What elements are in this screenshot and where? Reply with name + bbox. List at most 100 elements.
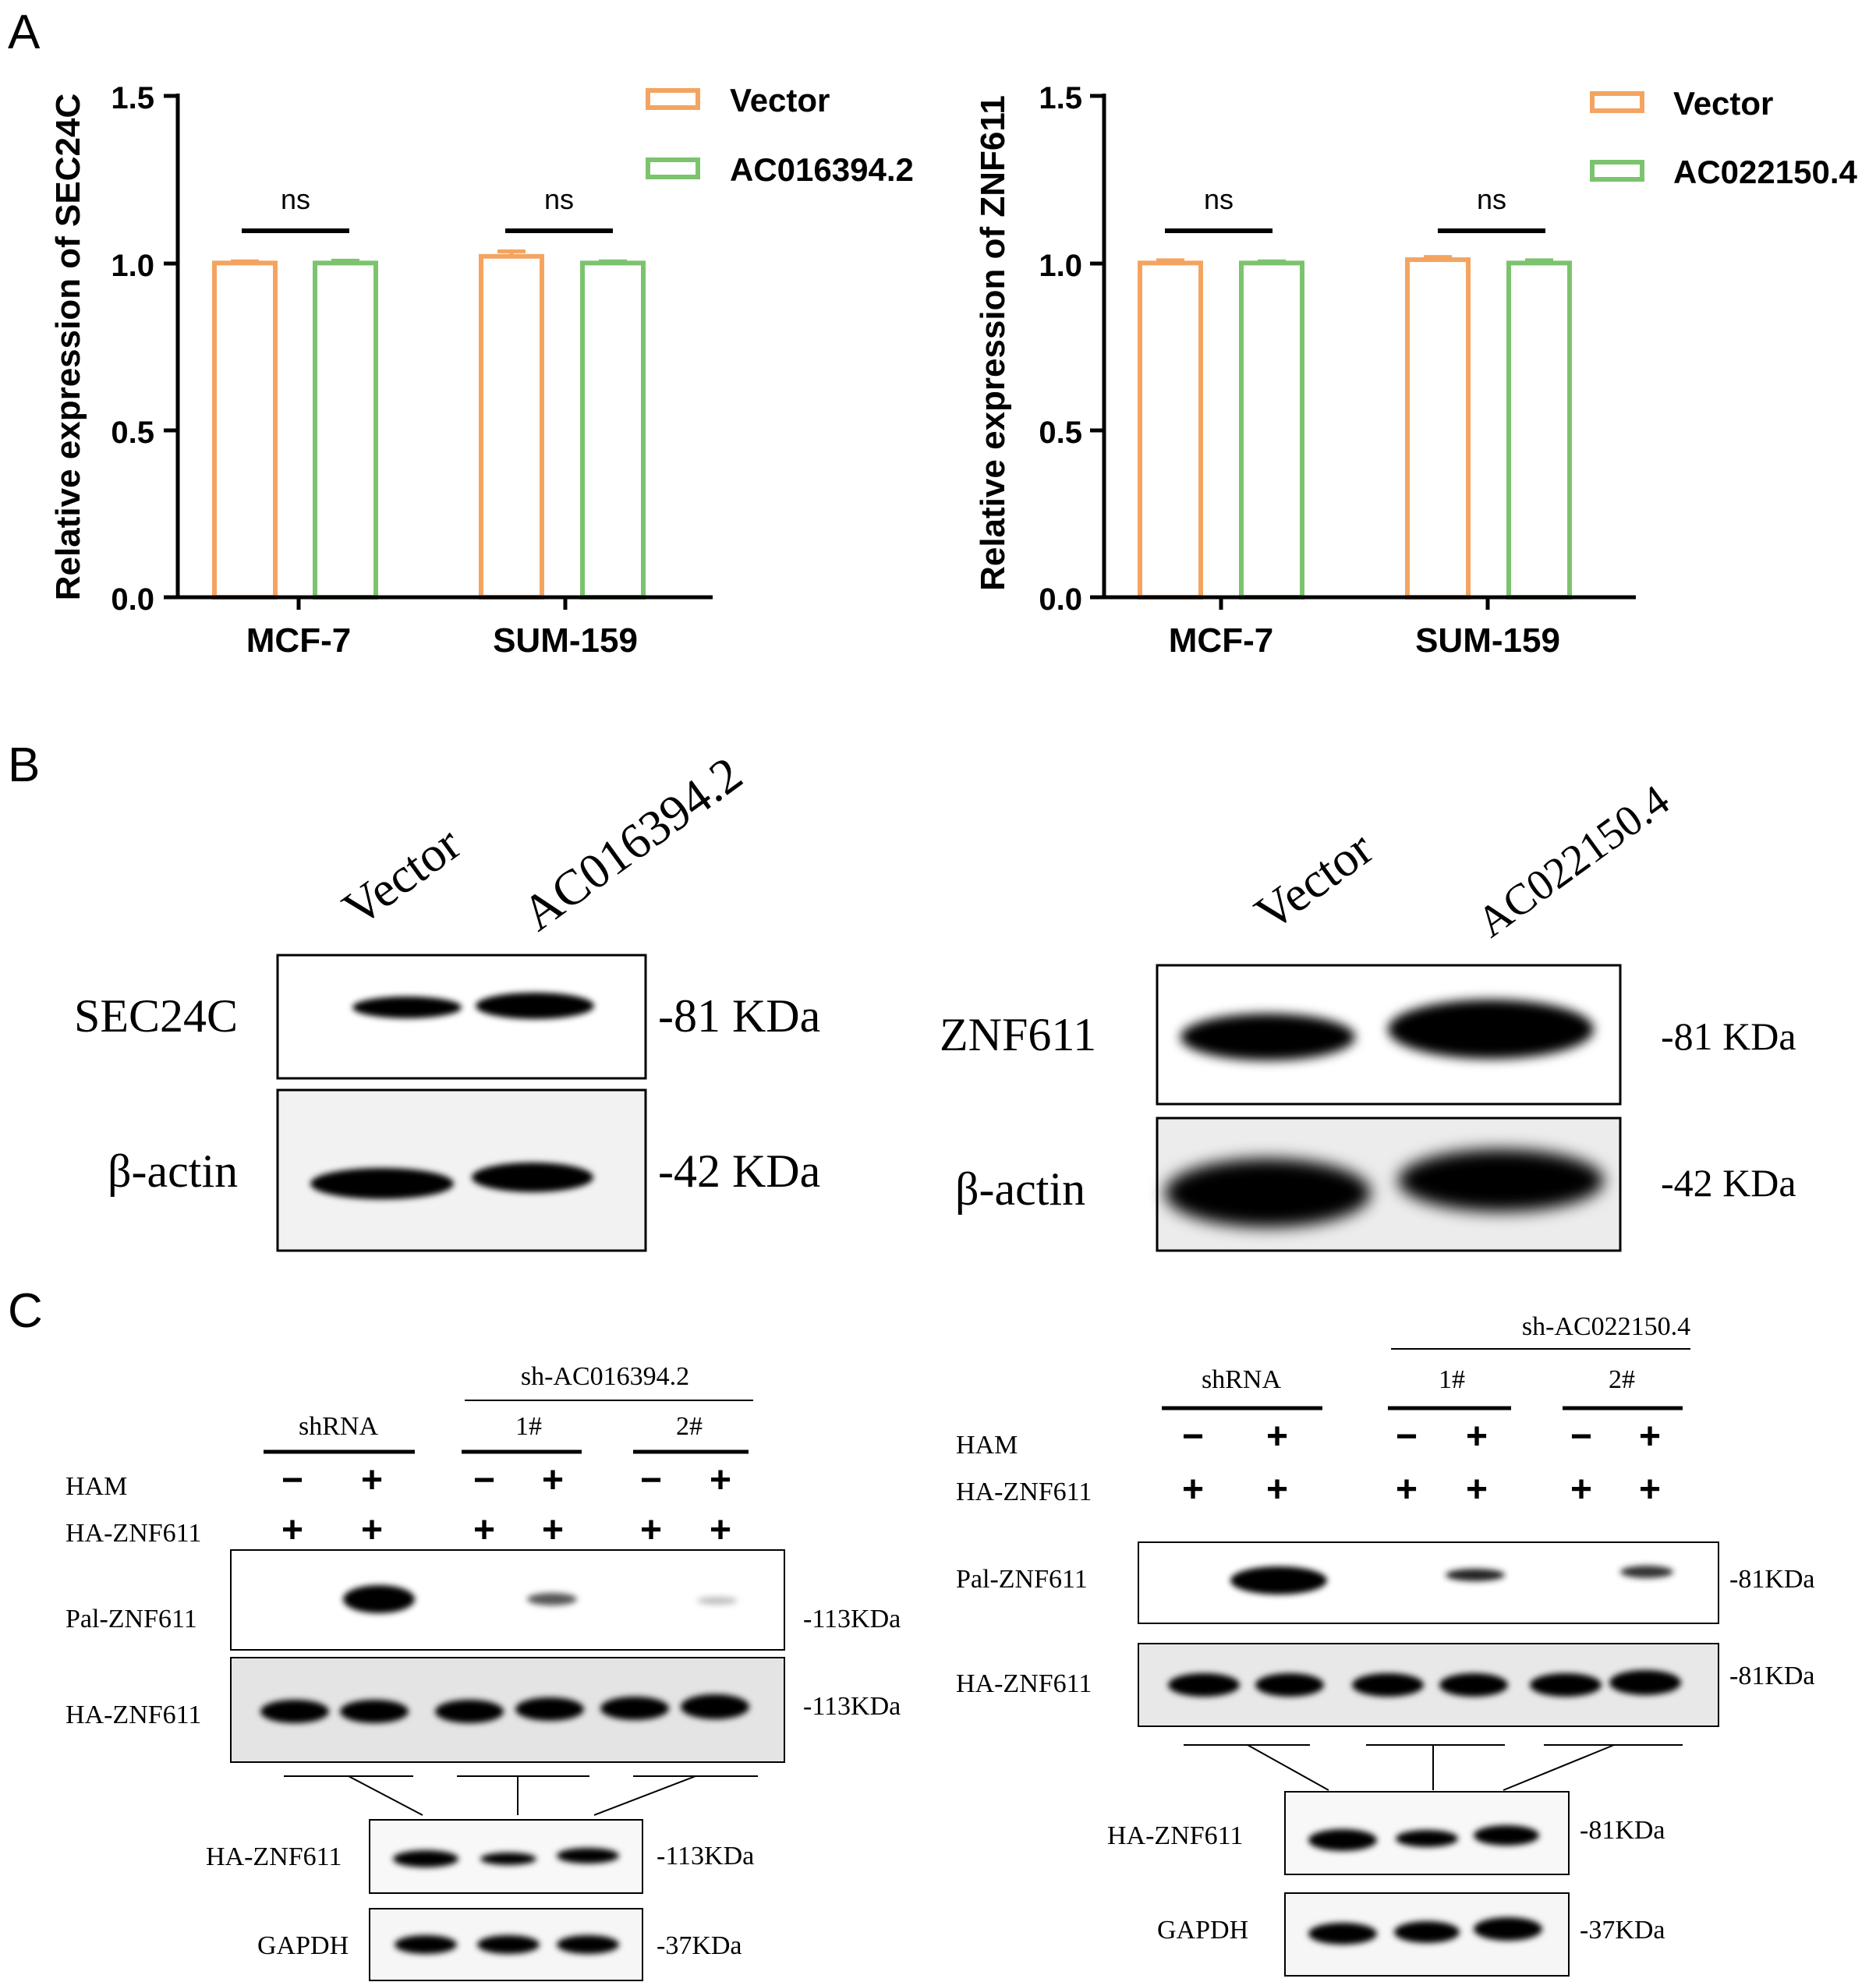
chart-znf611: Relative expression of ZNF611 1.5 1.0 0.… bbox=[974, 81, 1857, 660]
band bbox=[1308, 1829, 1377, 1851]
chart1-legend: Vector AC016394.2 bbox=[646, 82, 914, 188]
blot-bands bbox=[310, 993, 594, 1199]
legend-label: AC016394.2 bbox=[730, 151, 914, 188]
group-label: shRNA bbox=[299, 1412, 378, 1441]
ha-sign: + bbox=[1182, 1469, 1204, 1510]
ha-sign: + bbox=[281, 1510, 303, 1551]
band bbox=[1352, 1673, 1424, 1697]
ha-sign: + bbox=[473, 1510, 495, 1551]
lane-label: AC022150.4 bbox=[1468, 776, 1678, 947]
ha-signs: + + + + + + bbox=[1182, 1469, 1661, 1510]
ham-sign: + bbox=[361, 1460, 383, 1501]
blot-frame bbox=[1138, 1541, 1719, 1624]
blot-frame bbox=[276, 1088, 647, 1252]
blot-size-label: -113KDa bbox=[657, 1842, 754, 1871]
ha-sign: + bbox=[1266, 1469, 1288, 1510]
pool-connectors bbox=[1184, 1744, 1683, 1791]
ha-sign: + bbox=[1639, 1469, 1661, 1510]
condition-label: HA-ZNF611 bbox=[956, 1478, 1092, 1506]
blot-size-label: -81 KDa bbox=[658, 990, 820, 1042]
ha-sign: + bbox=[1570, 1469, 1592, 1510]
blot-bands bbox=[1168, 1566, 1681, 1697]
blot-bands bbox=[393, 1848, 619, 1954]
blot-size-label: -81KDa bbox=[1580, 1816, 1665, 1845]
group-label: 1# bbox=[515, 1412, 542, 1441]
blot-size-label: -81KDa bbox=[1729, 1565, 1815, 1594]
blot-row-label: HA-ZNF611 bbox=[1107, 1821, 1243, 1850]
band bbox=[1446, 1569, 1505, 1581]
lane-label: Vector bbox=[1244, 820, 1382, 942]
condition-label: HAM bbox=[956, 1431, 1018, 1460]
bar bbox=[479, 253, 544, 600]
blot-row-label: SEC24C bbox=[74, 990, 238, 1042]
chart2-ytick: 0.5 bbox=[1039, 416, 1082, 450]
blot-row-label: GAPDH bbox=[257, 1931, 349, 1960]
band bbox=[1255, 1673, 1324, 1697]
blot-bands bbox=[1165, 1000, 1604, 1227]
chart1-ytick: 1.5 bbox=[111, 81, 154, 115]
blot-size-label: -37KDa bbox=[657, 1931, 742, 1960]
band bbox=[310, 1168, 454, 1199]
group-header: sh-AC016394.2 bbox=[521, 1362, 689, 1391]
ham-sign: − bbox=[1182, 1416, 1204, 1457]
blot-bands bbox=[1308, 1825, 1542, 1945]
band bbox=[1474, 1825, 1539, 1846]
chart1-sig-label: ns bbox=[281, 183, 310, 215]
band bbox=[352, 996, 462, 1018]
band bbox=[557, 1848, 619, 1863]
band bbox=[1620, 1566, 1673, 1578]
bar bbox=[1506, 260, 1572, 600]
band bbox=[1308, 1923, 1377, 1945]
band bbox=[1230, 1566, 1327, 1594]
band bbox=[1180, 1014, 1355, 1060]
blot-frame bbox=[276, 954, 647, 1080]
blot-size-label: -113KDa bbox=[803, 1692, 901, 1721]
legend-swatch bbox=[646, 88, 700, 110]
chart1-category-label: SUM-159 bbox=[493, 621, 638, 660]
chart2-ytick: 1.5 bbox=[1039, 81, 1082, 115]
group-label: 1# bbox=[1439, 1365, 1465, 1394]
ha-sign: + bbox=[1466, 1469, 1488, 1510]
bar bbox=[313, 260, 378, 600]
ham-sign: + bbox=[542, 1460, 564, 1501]
legend-label: Vector bbox=[1673, 85, 1773, 122]
chart2-category-label: MCF-7 bbox=[1169, 621, 1273, 660]
band bbox=[681, 1694, 749, 1719]
band bbox=[343, 1585, 415, 1613]
band bbox=[477, 1935, 540, 1954]
ha-sign: + bbox=[1396, 1469, 1418, 1510]
ha-signs: + + + + + + bbox=[281, 1510, 731, 1551]
chart2-yticks: 1.5 1.0 0.5 0.0 bbox=[1039, 81, 1082, 617]
ham-signs: − + − + − + bbox=[281, 1460, 731, 1501]
panel-label-a: A bbox=[8, 5, 41, 59]
chart1-category-label: MCF-7 bbox=[246, 621, 351, 660]
condition-label: HA-ZNF611 bbox=[65, 1519, 201, 1548]
band bbox=[515, 1697, 584, 1721]
band bbox=[697, 1597, 738, 1605]
chart1-ytick: 0.5 bbox=[111, 416, 154, 450]
blot-row-label: Pal-ZNF611 bbox=[65, 1605, 197, 1633]
lane-label: Vector bbox=[332, 816, 470, 937]
band bbox=[1396, 1830, 1458, 1847]
ham-sign: + bbox=[1639, 1416, 1661, 1457]
bar bbox=[580, 260, 646, 600]
band bbox=[340, 1700, 409, 1723]
group-label: shRNA bbox=[1202, 1365, 1281, 1394]
blot-row-label: ZNF611 bbox=[940, 1009, 1096, 1060]
ha-sign: + bbox=[361, 1510, 383, 1551]
bar bbox=[1405, 257, 1471, 600]
chart1-ytick: 1.0 bbox=[111, 249, 154, 283]
blot-row-label: HA-ZNF611 bbox=[65, 1701, 201, 1729]
chart1-tick-marks bbox=[164, 94, 178, 600]
condition-label: HAM bbox=[65, 1472, 127, 1501]
band bbox=[480, 1853, 536, 1865]
band bbox=[1388, 1000, 1594, 1059]
panel-label-c: C bbox=[8, 1284, 43, 1338]
chart1-ytick: 0.0 bbox=[111, 582, 154, 617]
band bbox=[1609, 1670, 1681, 1695]
ha-sign: + bbox=[542, 1510, 564, 1551]
ha-sign: + bbox=[640, 1510, 662, 1551]
ha-sign: + bbox=[710, 1510, 731, 1551]
pool-connectors bbox=[284, 1775, 758, 1816]
legend-swatch bbox=[646, 157, 700, 179]
